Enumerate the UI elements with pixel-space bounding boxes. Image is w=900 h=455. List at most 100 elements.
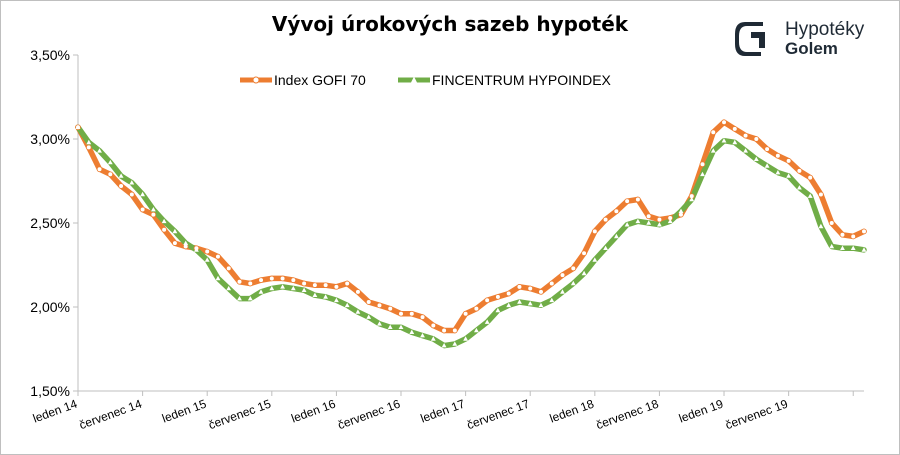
data-point: [225, 265, 232, 272]
data-point: [527, 285, 534, 292]
data-point: [764, 163, 770, 168]
data-point: [365, 299, 372, 305]
logo: Hypotéky Golem: [733, 18, 893, 60]
data-point: [473, 305, 480, 312]
data-point: [624, 198, 630, 204]
data-point: [656, 216, 663, 223]
data-point: [775, 170, 781, 175]
data-point: [194, 247, 199, 252]
data-point: [775, 153, 781, 159]
data-point: [366, 314, 372, 319]
data-point: [441, 327, 447, 334]
data-point: [301, 280, 307, 287]
data-point: [344, 280, 350, 287]
data-point: [560, 289, 565, 294]
data-point: [505, 290, 512, 297]
data-point: [646, 220, 652, 225]
legend-label-fincentrum: FINCENTRUM HYPOINDEX: [432, 72, 611, 88]
data-point: [96, 166, 103, 173]
data-point: [581, 270, 587, 276]
data-point: [129, 191, 135, 198]
x-tick-label: červenec 17: [465, 397, 532, 433]
data-point: [506, 302, 512, 308]
data-point: [645, 213, 652, 220]
data-point: [667, 218, 673, 224]
data-point: [818, 191, 824, 198]
data-point: [635, 196, 641, 203]
data-point: [527, 301, 533, 306]
data-point: [118, 183, 124, 189]
logo-line2: Golem: [785, 39, 838, 58]
data-point: [570, 265, 577, 272]
data-point: [344, 302, 350, 308]
data-point: [312, 292, 318, 297]
data-point: [570, 280, 576, 286]
data-point: [279, 275, 286, 282]
data-point: [215, 275, 221, 281]
data-point: [129, 180, 135, 185]
data-point: [151, 207, 156, 212]
data-point: [355, 289, 361, 295]
data-point: [484, 297, 490, 304]
data-point: [743, 148, 748, 153]
data-point: [75, 124, 81, 129]
y-tick-label: 2,50%: [30, 215, 70, 231]
data-point: [355, 309, 361, 314]
data-point: [764, 146, 770, 152]
data-point: [226, 285, 232, 291]
x-tick-label: leden 18: [548, 397, 596, 426]
data-point: [290, 277, 297, 283]
data-point: [549, 297, 555, 303]
data-point: [161, 218, 167, 224]
data-point: [710, 129, 717, 136]
data-point: [603, 245, 608, 250]
data-point: [753, 156, 759, 161]
data-point: [516, 284, 523, 290]
data-point: [280, 284, 285, 289]
data-point: [269, 285, 275, 291]
data-point: [161, 226, 167, 233]
data-point: [538, 289, 544, 295]
data-point: [807, 174, 813, 181]
data-point: [786, 173, 791, 178]
data-point: [312, 282, 318, 288]
data-point: [215, 253, 221, 260]
x-tick-label: leden 15: [160, 397, 208, 426]
data-point: [463, 336, 468, 341]
data-point: [850, 245, 856, 250]
data-point: [840, 245, 845, 250]
data-point: [258, 289, 264, 294]
data-point: [861, 247, 867, 252]
data-point: [247, 280, 254, 287]
data-point: [322, 282, 329, 288]
data-point: [828, 220, 835, 226]
y-tick-label: 1,50%: [30, 383, 70, 399]
data-point: [139, 206, 146, 213]
data-point: [818, 223, 824, 229]
chart-title: Vývoj úrokových sazeb hypoték: [271, 12, 629, 36]
data-point: [85, 144, 92, 151]
data-point: [398, 310, 404, 317]
data-point: [548, 280, 555, 287]
data-point: [731, 126, 738, 132]
x-tick-label: leden 19: [677, 397, 725, 426]
data-point: [678, 208, 684, 213]
data-point: [258, 277, 264, 283]
data-point: [441, 343, 447, 348]
data-point: [829, 243, 835, 249]
y-tick-label: 3,50%: [30, 47, 70, 63]
data-point: [785, 158, 792, 164]
data-point: [850, 233, 857, 240]
data-point: [753, 136, 760, 142]
data-point: [334, 297, 339, 303]
data-point: [247, 296, 253, 301]
data-point: [172, 228, 178, 234]
data-point: [689, 196, 695, 202]
data-point: [269, 275, 275, 282]
data-point: [204, 257, 210, 262]
data-point: [861, 228, 867, 235]
data-point: [474, 327, 479, 333]
x-tick-label: leden 16: [289, 397, 337, 426]
data-point: [624, 222, 630, 227]
legend-marker-fincentrum: [398, 76, 430, 83]
